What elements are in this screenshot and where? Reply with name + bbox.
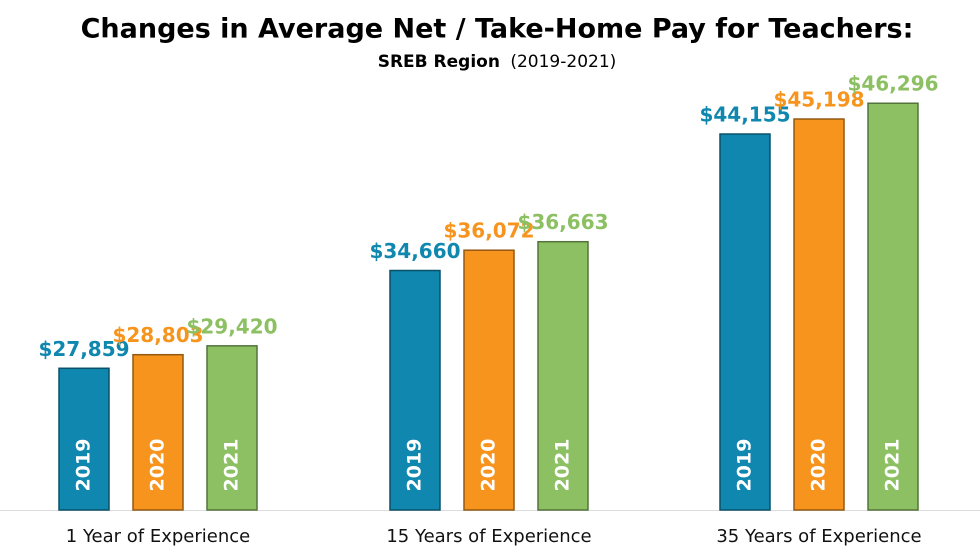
bar xyxy=(132,353,184,511)
series-label: 2021 xyxy=(882,439,904,492)
value-label: $29,420 xyxy=(186,314,277,338)
bar xyxy=(537,240,589,511)
chart-title: Changes in Average Net / Take-Home Pay f… xyxy=(81,14,914,45)
series-label: 2020 xyxy=(808,439,830,492)
chart-subtitle: SREB Region (2019-2021) xyxy=(378,52,617,72)
value-label: $36,072 xyxy=(443,219,534,243)
value-label: $28,803 xyxy=(112,323,203,347)
series-label: 2020 xyxy=(478,439,500,492)
value-label: $45,198 xyxy=(773,88,864,112)
bar xyxy=(793,118,845,511)
x-tick-label: 15 Years of Experience xyxy=(386,526,591,547)
bar xyxy=(463,249,515,511)
value-label: $27,859 xyxy=(38,337,129,361)
value-label: $36,663 xyxy=(517,210,608,234)
series-label: 2021 xyxy=(552,439,574,492)
bar xyxy=(206,345,258,511)
subtitle-main: SREB Region xyxy=(378,52,500,72)
x-tick-label: 1 Year of Experience xyxy=(66,526,250,547)
series-label: 2020 xyxy=(147,439,169,492)
bar xyxy=(867,102,919,511)
value-label: $44,155 xyxy=(699,103,790,127)
series-label: 2019 xyxy=(734,439,756,492)
series-label: 2019 xyxy=(404,439,426,492)
series-label: 2019 xyxy=(73,439,95,492)
subtitle-years: (2019-2021) xyxy=(510,52,616,72)
bar xyxy=(389,269,441,511)
value-label: $34,660 xyxy=(369,239,460,263)
bar xyxy=(58,367,110,511)
bar xyxy=(719,133,771,511)
value-label: $46,296 xyxy=(847,72,938,96)
series-label: 2021 xyxy=(221,439,243,492)
x-tick-label: 35 Years of Experience xyxy=(716,526,921,547)
